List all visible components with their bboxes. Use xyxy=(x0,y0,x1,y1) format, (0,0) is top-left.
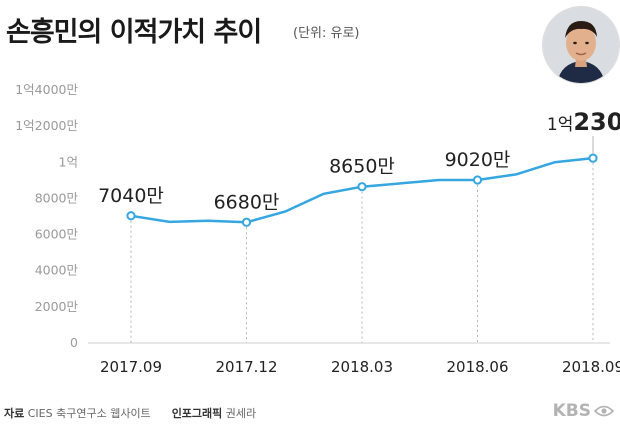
chart-title: 손흥민의 이적가치 추이 xyxy=(6,17,262,48)
x-tick-label: 2018.06 xyxy=(446,358,508,376)
y-tick-label: 6000만 xyxy=(35,227,79,242)
data-label: 1억230만 xyxy=(547,108,620,136)
data-label: 8650만 xyxy=(329,156,395,178)
data-point xyxy=(126,211,136,221)
data-point xyxy=(241,217,252,227)
x-tick-label: 2018.09 xyxy=(562,358,620,376)
source-text: CIES 축구연구소 웹사이트 xyxy=(27,407,151,420)
data-point xyxy=(472,175,483,185)
kbs-logo: KBS xyxy=(553,401,614,421)
footer: 자료 CIES 축구연구소 웹사이트 인포그래픽 권세라 xyxy=(4,405,256,421)
unit-note: (단위: 유로) xyxy=(293,26,360,41)
y-tick-label: 2000만 xyxy=(35,299,79,314)
y-tick-label: 1억2000만 xyxy=(15,118,78,133)
kbs-eye-icon xyxy=(594,405,614,417)
data-point xyxy=(357,182,367,192)
data-label: 6680만 xyxy=(214,191,280,213)
y-tick-label: 0 xyxy=(70,335,78,350)
y-tick-label: 1억 xyxy=(59,154,78,169)
source-label: 자료 xyxy=(4,407,25,420)
data-label: 9020만 xyxy=(445,149,511,171)
y-tick-label: 1억4000만 xyxy=(15,82,78,97)
kbs-logo-text: KBS xyxy=(552,401,591,421)
y-tick-label: 8000만 xyxy=(35,190,79,205)
data-point xyxy=(588,153,598,163)
player-portrait-icon xyxy=(542,6,620,84)
data-label: 7040만 xyxy=(98,185,164,207)
graphic-credit: 권세라 xyxy=(225,407,257,420)
graphic-label: 인포그래픽 xyxy=(171,407,223,420)
x-tick-label: 2018.03 xyxy=(331,358,393,376)
y-tick-label: 4000만 xyxy=(35,263,79,278)
x-tick-label: 2017.09 xyxy=(100,358,162,376)
x-tick-label: 2017.12 xyxy=(215,358,277,376)
